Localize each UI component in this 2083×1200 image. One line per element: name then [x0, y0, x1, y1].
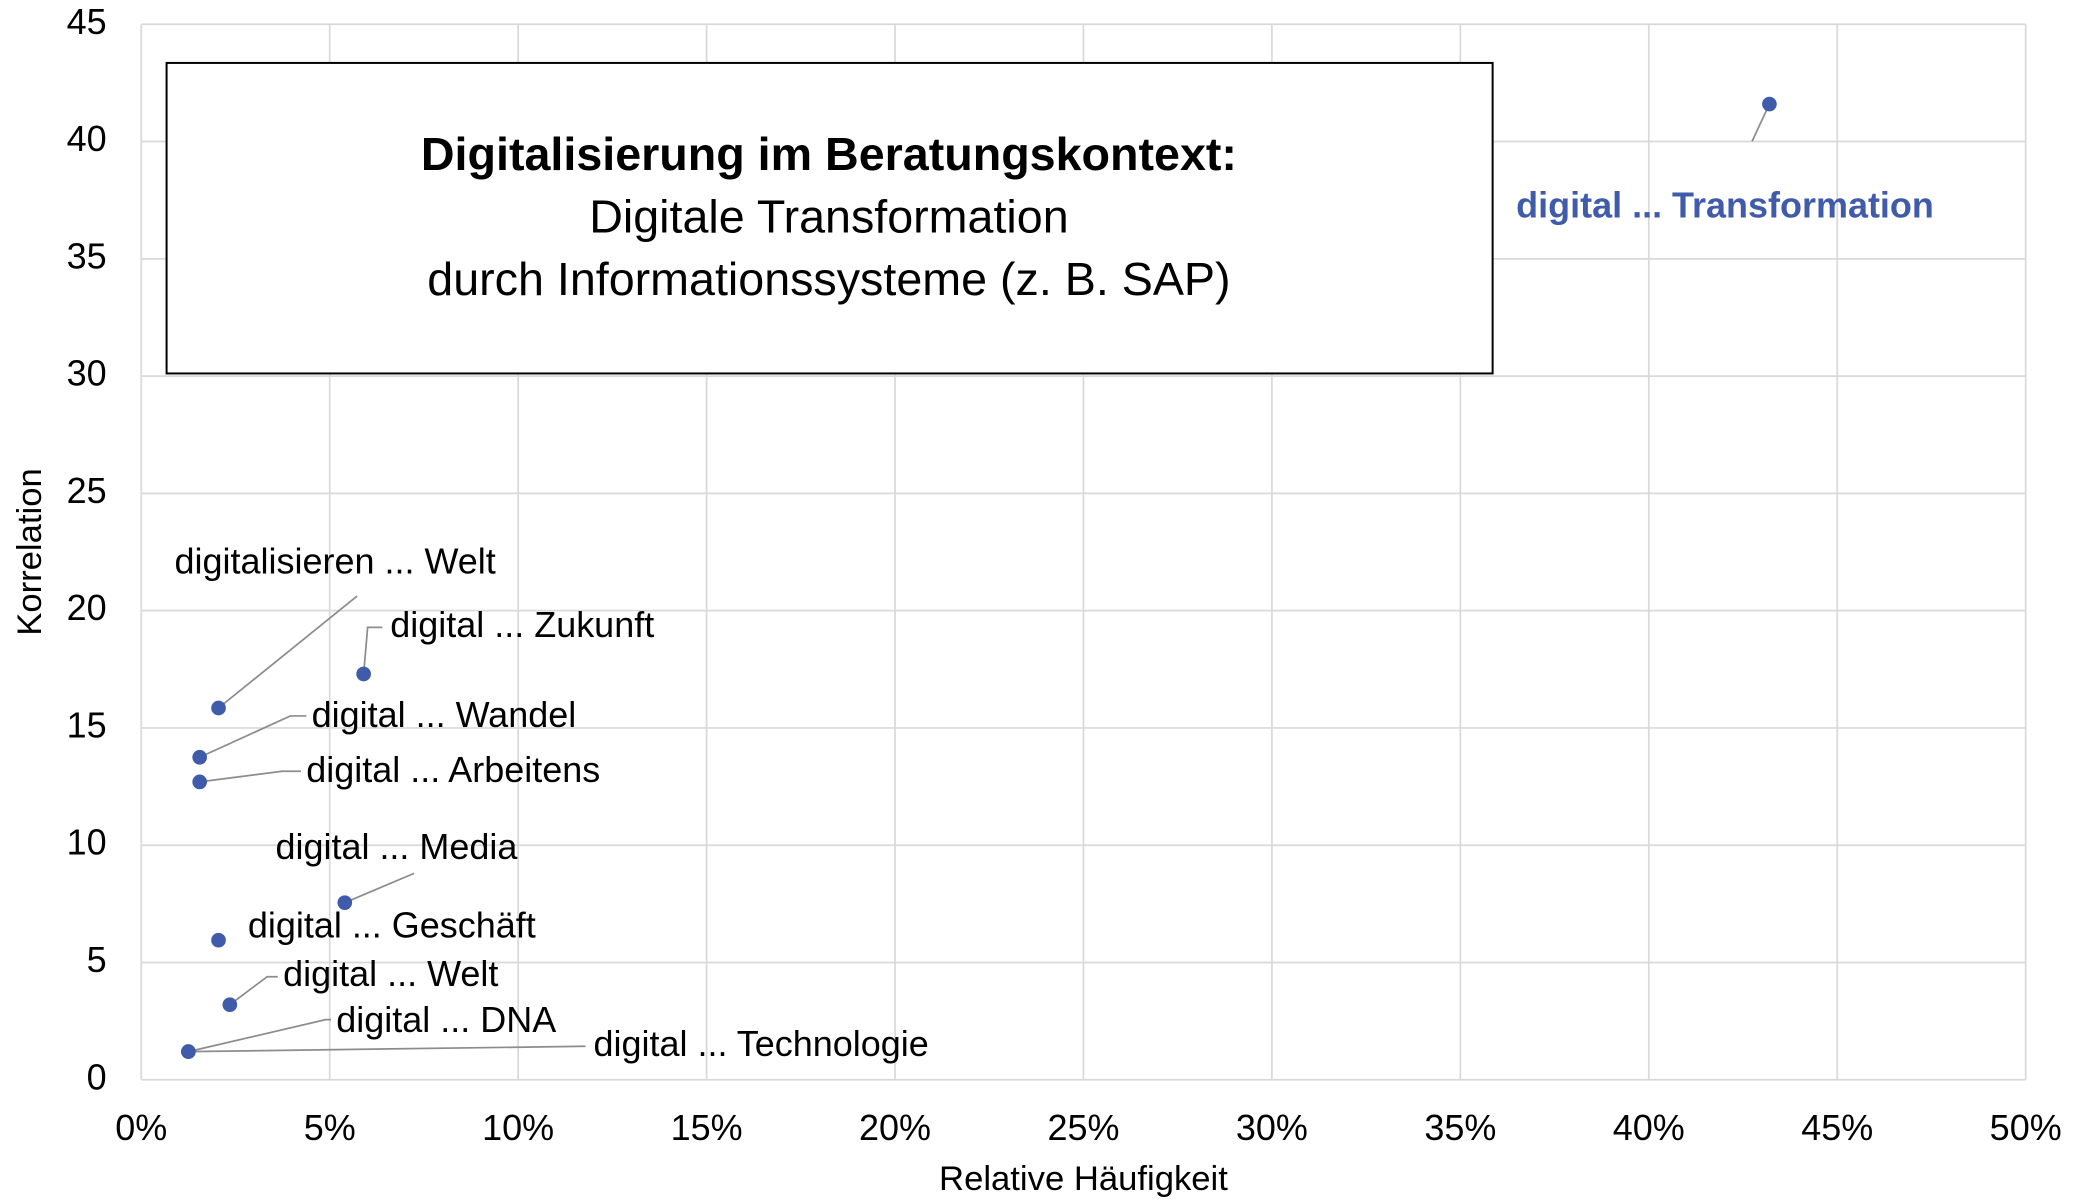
y-tick-label: 25	[67, 470, 107, 511]
data-label: digital ... Technologie	[594, 1023, 929, 1064]
y-tick-label: 40	[67, 118, 107, 159]
data-label: digital ... Geschäft	[248, 905, 536, 946]
x-tick-label: 15%	[671, 1107, 743, 1148]
chart-subtitle: durch Informationssysteme (z. B. SAP)	[427, 253, 1230, 305]
y-axis-title: Korrelation	[11, 468, 49, 636]
x-tick-label: 40%	[1613, 1107, 1685, 1148]
title-box	[165, 61, 1494, 375]
point	[192, 774, 208, 790]
point	[222, 997, 238, 1013]
point	[211, 700, 226, 716]
point	[1762, 96, 1777, 112]
point	[337, 895, 353, 911]
y-tick-label: 15	[67, 704, 107, 745]
y-tick-label: 30	[67, 353, 107, 394]
leader-line	[188, 1018, 331, 1053]
data-label: digital ... Wandel	[312, 694, 577, 735]
data-label: digital ... DNA	[336, 999, 556, 1040]
x-tick-label: 5%	[304, 1107, 356, 1148]
leader-line	[199, 715, 307, 759]
point	[192, 749, 208, 765]
point	[211, 932, 226, 948]
y-tick-label: 45	[67, 1, 107, 42]
x-tick-label: 35%	[1424, 1107, 1496, 1148]
leader-line	[199, 770, 301, 783]
data-label: digital ... Zukunft	[390, 604, 654, 645]
data-label: digital ... Media	[275, 826, 517, 867]
y-tick-label: 10	[67, 822, 107, 863]
chart-title: Digitalisierung im Beratungskontext:	[421, 128, 1237, 180]
x-tick-label: 20%	[859, 1107, 931, 1148]
y-tick-label: 5	[87, 939, 107, 980]
y-tick-label: 0	[87, 1056, 107, 1097]
leader-line	[229, 975, 278, 1006]
data-label: digital ... Arbeitens	[306, 749, 600, 790]
x-tick-label: 0%	[115, 1107, 167, 1148]
x-tick-label: 45%	[1801, 1107, 1873, 1148]
point	[356, 666, 371, 682]
data-label: digitalisieren ... Welt	[175, 541, 496, 582]
leader-line	[344, 872, 415, 904]
chart-subtitle: Digitale Transformation	[589, 191, 1068, 243]
x-tick-label: 25%	[1047, 1107, 1119, 1148]
leader-line	[362, 626, 383, 675]
x-tick-label: 30%	[1236, 1107, 1308, 1148]
leader-line	[217, 595, 358, 709]
x-tick-label: 10%	[482, 1107, 554, 1148]
y-tick-label: 20	[67, 587, 107, 628]
leader-line	[188, 1045, 586, 1053]
data-label: digital ... Transformation	[1516, 184, 1934, 225]
y-tick-label: 35	[67, 235, 107, 276]
data-label: digital ... Welt	[283, 953, 498, 994]
x-tick-label: 50%	[1990, 1107, 2062, 1148]
x-axis-title: Relative Häufigkeit	[939, 1160, 1228, 1198]
point	[181, 1044, 196, 1059]
